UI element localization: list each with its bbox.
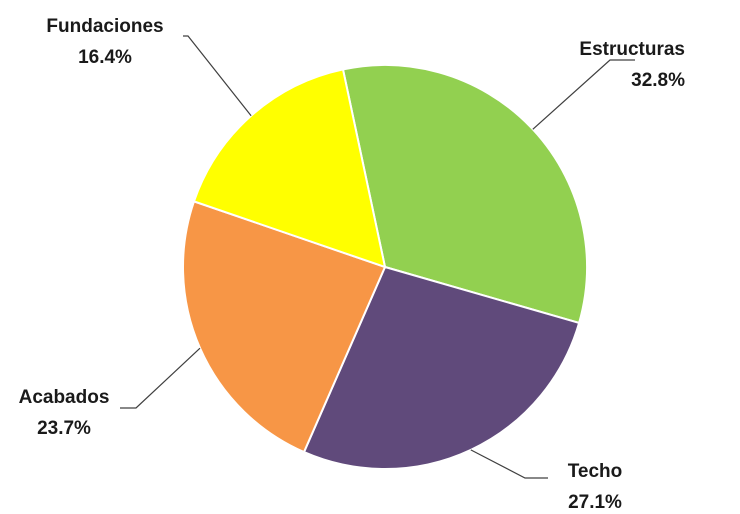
leader-line-fundaciones <box>183 35 252 117</box>
slice-value-acabados: 23.7% <box>37 418 91 439</box>
leader-lines <box>120 35 635 479</box>
pie-slices <box>182 64 589 470</box>
slice-value-fundaciones: 16.4% <box>78 47 132 68</box>
slice-value-estructuras: 32.8% <box>631 70 685 91</box>
slice-label-estructuras: Estructuras <box>579 39 685 60</box>
slice-label-acabados: Acabados <box>19 387 110 408</box>
leader-line-estructuras <box>532 59 635 130</box>
slice-value-techo: 27.1% <box>568 492 622 513</box>
slice-label-techo: Techo <box>568 461 623 482</box>
leader-line-techo <box>470 449 548 479</box>
leader-line-acabados <box>120 347 201 409</box>
pie-slice-acabados <box>182 200 387 454</box>
slice-label-fundaciones: Fundaciones <box>46 16 163 37</box>
